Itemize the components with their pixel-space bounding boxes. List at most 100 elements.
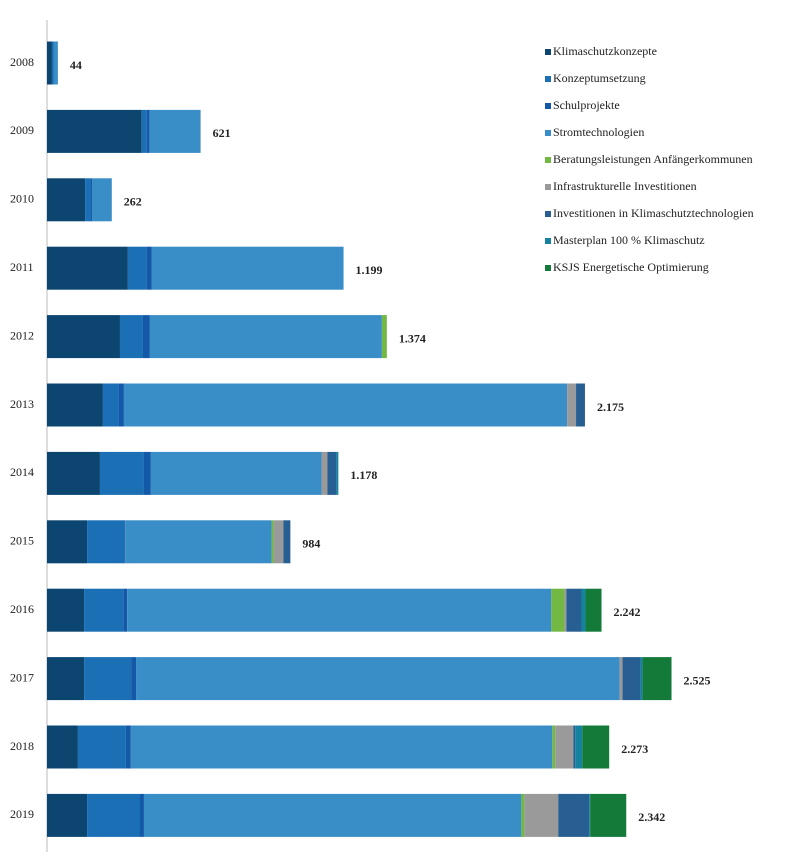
bar-segment [573,725,576,769]
bar-segment [47,246,128,290]
bar-segment [127,246,147,290]
bar-segment [87,793,140,837]
total-label: 2.342 [638,810,665,824]
bar-segment [130,725,553,769]
legend-swatch [545,76,551,82]
bar-segment [151,246,344,290]
legend-label: Konzeptumsetzung [553,71,646,85]
total-label: 1.178 [350,468,377,482]
bar-segment [47,657,85,701]
total-label: 2.525 [684,673,711,687]
bar-segment [143,793,522,837]
bar-segment [99,451,144,495]
bar-segment [92,178,112,222]
y-tick-label: 2011 [10,260,34,274]
total-label: 621 [213,126,231,140]
bar-segment [53,41,58,85]
total-label: 2.242 [614,605,641,619]
bar-segment [85,178,92,222]
bar-segment [47,383,103,427]
legend-swatch [545,211,551,217]
total-label: 2.273 [621,742,648,756]
bar-segment [125,725,131,769]
legend-swatch [545,49,551,55]
bar-segment [127,588,552,632]
legend-swatch [545,238,551,244]
bar-segment [619,657,623,701]
bar-segment [622,657,641,701]
bar-segment [271,520,274,564]
bar-segment [149,109,201,153]
legend-swatch [545,103,551,109]
bar-segment [589,793,591,837]
bar-segment [146,109,150,153]
bar-segment [84,588,124,632]
y-tick-label: 2017 [10,670,34,684]
y-tick-label: 2016 [10,602,34,616]
bar-segment [141,109,147,153]
y-tick-label: 2015 [10,534,34,548]
legend-label: Stromtechnologien [553,125,644,139]
legend-swatch [545,184,551,190]
legend-label: Masterplan 100 % Klimaschutz [553,233,705,247]
total-label: 262 [124,195,142,209]
y-tick-label: 2013 [10,397,34,411]
bar-segment [87,520,125,564]
bar-segment [575,725,583,769]
legend-label: Klimaschutzkonzepte [553,44,657,58]
bar-segment [47,793,88,837]
bar-segment [336,451,339,495]
bar-segment [47,315,120,359]
bar-segment [47,451,100,495]
bar-segment [558,793,590,837]
legend-swatch [545,157,551,163]
legend-label: Beratungsleistungen Anfängerkommunen [553,152,753,166]
legend-label: Investitionen in Klimaschutztechnologien [553,206,754,220]
bar-segment [585,588,602,632]
bar-segment [125,520,272,564]
legend-swatch [545,265,551,271]
bar-segment [47,520,88,564]
total-label: 984 [302,537,320,551]
total-label: 2.175 [597,400,624,414]
y-tick-label: 2010 [10,192,34,206]
legend-label: KSJS Energetische Optimierung [553,260,709,274]
bar-segment [143,451,151,495]
bar-segment [566,588,582,632]
bar-segment [524,793,559,837]
bar-segment [149,315,382,359]
bar-segment [640,657,643,701]
bar-segment [567,383,577,427]
bar-segment [555,725,574,769]
bar-segment [564,588,567,632]
bar-segment [576,383,585,427]
bar-segment [123,588,128,632]
bar-segment [91,178,93,222]
bar-segment [552,725,556,769]
bar-segment [551,588,565,632]
bar-segment [47,588,85,632]
bar-segment [146,246,152,290]
bar-segment [283,520,291,564]
bar-segment [77,725,126,769]
bar-segment [47,725,78,769]
bar-segment [119,315,143,359]
bar-segment [381,315,387,359]
total-label: 44 [70,58,82,72]
bar-segment [139,793,144,837]
y-tick-label: 2008 [10,55,34,69]
legend-label: Schulprojekte [553,98,620,112]
bar-segment [321,451,328,495]
bar-segment [51,41,54,85]
bar-segment [581,588,586,632]
bar-segment [47,41,52,85]
bar-segment [142,315,150,359]
total-label: 1.199 [356,263,383,277]
y-tick-label: 2014 [10,465,34,479]
bar-segment [136,657,620,701]
bar-segment [84,657,132,701]
bar-segment [642,657,672,701]
bar-segment [123,383,568,427]
y-tick-label: 2019 [10,807,34,821]
